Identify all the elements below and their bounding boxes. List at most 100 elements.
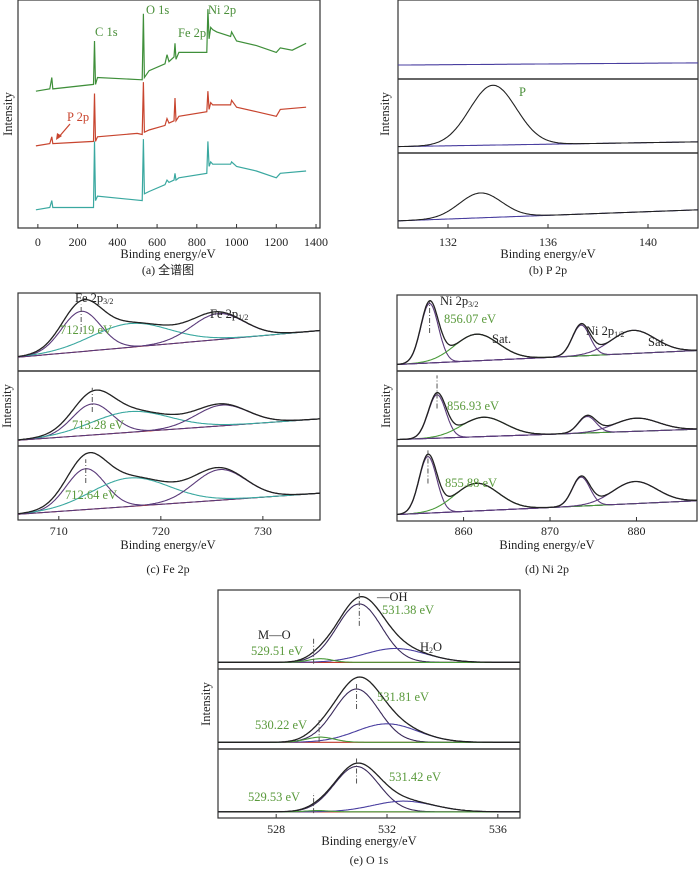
envelope-curve <box>17 389 321 441</box>
annotation-text: Sat. <box>648 335 668 349</box>
x-tick-label: 1200 <box>264 235 289 249</box>
envelope-curve <box>218 596 520 663</box>
x-tick-label: 710 <box>49 524 68 538</box>
annotation-text: 531.38 eV <box>382 603 435 617</box>
envelope-curve <box>17 298 321 358</box>
peak-annotation: C 1s <box>95 25 118 39</box>
fit-component-curve <box>17 410 321 441</box>
annotation-text: 712.64 eV <box>65 488 118 502</box>
annotation-text: Ni 2p <box>586 324 615 338</box>
fit-component-curve <box>17 477 321 515</box>
y-axis-label: Intensity <box>0 384 14 428</box>
peak-annotation: 530.22 eV <box>255 718 307 732</box>
annotation-text: H <box>420 640 430 654</box>
fit-component-curve <box>17 322 321 358</box>
peak-annotation: 529.51 eV <box>251 644 303 658</box>
x-tick-label: 536 <box>488 822 507 836</box>
annotation-text: P 2p <box>67 110 90 124</box>
annotation-text: 856.07 eV <box>444 312 497 326</box>
x-tick-label: 200 <box>68 235 87 249</box>
x-axis-label: Binding energy/eV <box>499 538 595 552</box>
fit-component-curve <box>17 468 321 515</box>
x-tick-label: 880 <box>627 524 646 538</box>
peak-annotation: Fe 2p1/2 <box>210 307 248 325</box>
annotation-text: —OH <box>377 590 408 604</box>
survey-spectrum-0 <box>35 9 307 92</box>
plot-frame-d <box>396 294 698 522</box>
fit-component-curve <box>396 417 697 441</box>
annotation-text: Sat. <box>492 332 512 346</box>
peak-annotation: 712.19 eV <box>60 323 112 337</box>
peak-annotation: 531.42 eV <box>389 770 441 784</box>
annotation-subscript: 1/2 <box>238 313 249 322</box>
peak-annotation: 855.88 eV <box>445 476 497 490</box>
peak-annotation: 712.64 eV <box>65 488 117 502</box>
annotation-tail: O <box>433 640 443 654</box>
x-tick-label: 136 <box>539 235 557 249</box>
peak-annotation: O 1s <box>146 3 169 17</box>
annotation-text: C 1s <box>95 25 118 39</box>
peak-annotation: Ni 2p3/2 <box>440 294 478 312</box>
peak-annotation: Fe 2p <box>178 26 206 40</box>
peak-annotation: P 2p <box>67 110 89 124</box>
envelope-curve <box>396 453 697 516</box>
x-axis-label: Binding energy/eV <box>500 247 596 261</box>
x-tick-label: 400 <box>108 235 127 249</box>
envelope-curve <box>218 676 520 743</box>
peak-annotation: M—O <box>258 628 291 642</box>
peak-annotation: —OH <box>377 590 408 604</box>
survey-spectrum-2 <box>35 139 307 211</box>
annotation-text: M—O <box>258 628 291 642</box>
x-tick-label: 140 <box>639 235 657 249</box>
peak-annotation: 529.53 eV <box>248 790 300 804</box>
peak-annotation: 856.07 eV <box>444 312 496 326</box>
envelope-curve <box>397 391 697 441</box>
annotation-subscript: 3/2 <box>468 300 479 309</box>
annotation-text: 530.22 eV <box>255 718 308 732</box>
peak-annotation: H2O <box>420 640 442 658</box>
fit-component-curve <box>397 394 697 441</box>
panel-caption: (a) 全谱图 <box>141 263 195 277</box>
peak-annotation: 531.38 eV <box>382 603 434 617</box>
fit-component-curve <box>398 84 699 148</box>
annotation-subscript: 3/2 <box>103 297 114 306</box>
fit-component-curve <box>398 192 699 222</box>
y-axis-label: Intensity <box>1 92 15 136</box>
panel-caption: (e) O 1s <box>349 853 389 867</box>
peak-annotation: Sat. <box>648 335 667 349</box>
plot-frame-e <box>217 589 521 819</box>
envelope-curve <box>17 451 321 515</box>
plot-frame-a <box>17 0 321 229</box>
peak-annotation: Fe 2p3/2 <box>75 291 113 309</box>
annotation-subscript: 2 <box>429 646 434 655</box>
peak-annotation: 856.93 eV <box>447 399 499 413</box>
x-tick-label: 528 <box>267 822 286 836</box>
x-tick-label: 800 <box>187 235 206 249</box>
baseline-curve <box>398 62 698 66</box>
peak-annotation: Sat. <box>492 332 511 346</box>
annotation-text: 531.42 eV <box>389 770 442 784</box>
x-tick-label: 600 <box>148 235 167 249</box>
annotation-text: Ni 2p <box>208 3 237 17</box>
panel-caption: (b) P 2p <box>528 263 568 277</box>
annotation-text: 529.53 eV <box>248 790 301 804</box>
annotation-text: 529.51 eV <box>251 644 304 658</box>
annotation-text: O 1s <box>146 3 170 17</box>
x-axis-label: Binding energy/eV <box>120 247 216 261</box>
annotation-text: 712.19 eV <box>60 323 113 337</box>
x-tick-label: 720 <box>151 524 170 538</box>
peak-annotation: P <box>519 85 526 99</box>
annotation-text: 713.28 eV <box>72 418 125 432</box>
panel-caption: (d) Ni 2p <box>525 562 569 576</box>
envelope-curve <box>218 762 520 813</box>
x-axis-label: Binding energy/eV <box>321 834 417 848</box>
annotation-text: 856.93 eV <box>447 399 500 413</box>
x-tick-label: 870 <box>541 524 560 538</box>
x-tick-label: 1400 <box>304 235 329 249</box>
peak-annotation: Ni 2p1/2 <box>586 324 624 342</box>
annotation-text: Fe 2p <box>178 26 207 40</box>
annotation-text: 531.81 eV <box>377 690 430 704</box>
x-tick-label: 730 <box>253 524 272 538</box>
